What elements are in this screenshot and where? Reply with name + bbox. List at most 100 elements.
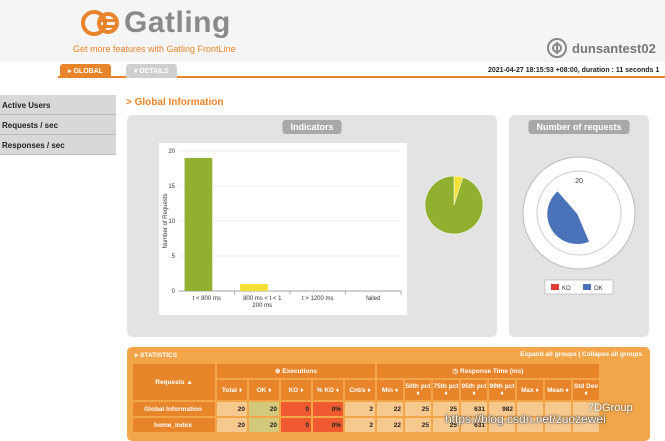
requests-title: Number of requests [528, 120, 630, 134]
y-tick-label: 20 [168, 149, 175, 155]
legend-box [544, 279, 614, 295]
cell [489, 418, 515, 432]
legend-swatch [583, 284, 591, 290]
cell: 0% [313, 402, 343, 416]
col-requests[interactable]: Requests ▲ [133, 364, 215, 400]
bar [184, 158, 213, 291]
watermark-group: 7DGroup [588, 402, 633, 414]
cell [573, 418, 599, 432]
cell: 22 [377, 402, 403, 416]
indicators-title: Indicators [282, 120, 342, 134]
cell: 2 [345, 418, 375, 432]
col-pct-ko[interactable]: % KO ♦ [313, 380, 343, 400]
cell: 0 [281, 418, 311, 432]
col-50th[interactable]: 50th pct ♦ [405, 380, 431, 400]
cell: 0 [281, 402, 311, 416]
x-tick-label: failed [366, 296, 380, 302]
indicators-panel: Indicators Number of Requests 0 5 10 15 20 t <… [127, 115, 497, 337]
y-axis-label: Number of Requests [163, 193, 169, 248]
cell: 25 [433, 418, 459, 432]
statistics-panel: ▸ STATISTICS Expand all groups | Collaps… [127, 347, 650, 441]
pie-slice [424, 175, 484, 235]
col-max[interactable]: Max ♦ [517, 380, 543, 400]
tab-details[interactable]: ▾ DETAILS [126, 64, 177, 78]
cell [573, 402, 599, 416]
col-cnt-s[interactable]: Cnt/s ♦ [345, 380, 375, 400]
cell [545, 402, 571, 416]
col-total[interactable]: Total ♦ [217, 380, 247, 400]
row-name[interactable]: home_index [133, 418, 215, 432]
legend-label: OK [594, 286, 603, 292]
cell [545, 418, 571, 432]
cell: 20 [249, 418, 279, 432]
cell: 25 [405, 418, 431, 432]
page-title-label: Global Information [134, 97, 224, 108]
sidebar-item-requests-sec[interactable]: Requests / sec [0, 115, 116, 135]
bar [240, 284, 268, 291]
cell [517, 402, 543, 416]
tab-details-label: DETAILS [139, 68, 169, 75]
group-response-time-label: Response Time (ms) [460, 368, 524, 375]
frontline-link[interactable]: Get more features with Gatling FrontLine [73, 44, 236, 54]
col-95th[interactable]: 95th pct ♦ [461, 380, 487, 400]
col-ko[interactable]: KO ♦ [281, 380, 311, 400]
cell: 22 [377, 418, 403, 432]
simulation-name: dunsantest02 [572, 40, 656, 56]
gatling-logo[interactable]: Gatling [80, 6, 231, 40]
watermark-url: https://blog.csdn.net/zuozewei [445, 412, 606, 426]
x-tick-label: 800 ms < t < 1 [243, 296, 282, 302]
run-info: 2021-04-27 18:15:53 +08:00, duration : 1… [488, 67, 660, 74]
cell: 25 [405, 402, 431, 416]
sidebar-item-responses-sec[interactable]: Responses / sec [0, 135, 116, 155]
col-min[interactable]: Min ♦ [377, 380, 403, 400]
cell: 20 [249, 402, 279, 416]
cell [517, 418, 543, 432]
y-tick-label: 10 [168, 219, 175, 225]
cell: 25 [433, 402, 459, 416]
x-tick-label: 200 ms [252, 303, 272, 309]
y-tick-label: 5 [172, 254, 176, 260]
col-mean[interactable]: Mean ♦ [545, 380, 571, 400]
group-response-time: ◷ Response Time (ms) [377, 364, 599, 378]
row-name[interactable]: Global Information [133, 402, 215, 416]
tab-bar: ▸ GLOBAL ▾ DETAILS [58, 62, 665, 78]
expand-collapse-groups[interactable]: Expand all groups | Collapse all groups [520, 351, 642, 358]
statistics-title: ▸ STATISTICS [135, 351, 178, 359]
brand-name: Gatling [124, 6, 231, 39]
ok-slice [547, 191, 590, 245]
sidebar-item-active-users[interactable]: Active Users [0, 95, 116, 115]
cell: 631 [461, 418, 487, 432]
y-tick-label: 0 [172, 289, 176, 295]
tab-global-label: GLOBAL [73, 68, 104, 75]
cell: 20 [217, 418, 247, 432]
sidebar: Active Users Requests / sec Responses / … [0, 95, 116, 155]
x-tick-label: t < 800 ms [193, 296, 221, 302]
gatling-logo-icon [80, 8, 120, 38]
indicators-chart: Number of Requests 0 5 10 15 20 t < 800 ms 800 … [159, 143, 407, 315]
indicators-bar-chart: Number of Requests 0 5 10 15 20 t < 800 ms 800 … [163, 149, 402, 309]
simulation-info: dunsantest02 [547, 38, 656, 58]
simulation-icon [547, 38, 567, 58]
col-75th[interactable]: 75th pct ♦ [433, 380, 459, 400]
cell: 631 [461, 402, 487, 416]
group-executions-label: Executions [282, 368, 317, 375]
requests-panel: Number of requests 20 KO OK [509, 115, 649, 337]
col-99th[interactable]: 99th pct ♦ [489, 380, 515, 400]
group-executions: ⊕ Executions [217, 364, 375, 378]
tab-global[interactable]: ▸ GLOBAL [60, 64, 112, 78]
table-row: Global Information 20 20 0 0% 2 22 25 25… [133, 402, 599, 416]
legend-label: KO [562, 286, 571, 292]
col-ok[interactable]: OK ♦ [249, 380, 279, 400]
y-tick-label: 15 [168, 184, 175, 190]
cell: 0% [313, 418, 343, 432]
page-title: > Global Information [126, 97, 224, 108]
statistics-table: Requests ▲ ⊕ Executions ◷ Response Time … [131, 362, 601, 434]
col-std-dev[interactable]: Std Dev ♦ [573, 380, 599, 400]
header: Gatling Get more features with Gatling F… [0, 0, 665, 62]
indicators-pie [424, 175, 484, 235]
table-row: home_index 20 20 0 0% 2 22 25 25 631 [133, 418, 599, 432]
requests-donut-chart: 20 KO OK [522, 156, 636, 295]
statistics-title-label: STATISTICS [140, 351, 178, 359]
cell: 20 [217, 402, 247, 416]
total-label: 20 [575, 178, 583, 185]
